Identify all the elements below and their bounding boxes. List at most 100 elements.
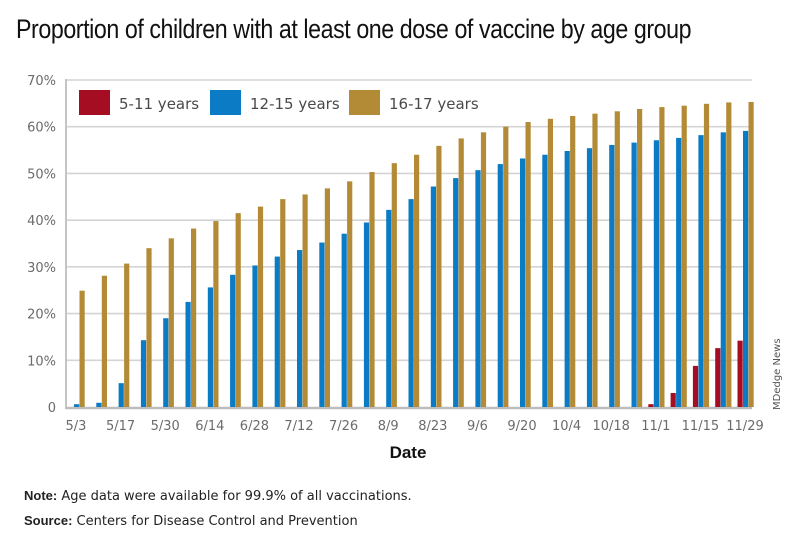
x-tick-label: 6/28 bbox=[240, 419, 269, 434]
bar-16-17 bbox=[614, 111, 620, 407]
bar-12-15 bbox=[386, 209, 392, 407]
bar-12-15 bbox=[564, 151, 570, 407]
x-tick-label: 8/23 bbox=[418, 419, 447, 434]
bar-16-17 bbox=[79, 290, 85, 407]
x-tick-label: 5/30 bbox=[151, 419, 180, 434]
x-tick-label: 11/1 bbox=[641, 419, 670, 434]
legend-swatch bbox=[210, 90, 241, 115]
legend-label: 16-17 years bbox=[389, 95, 479, 113]
bar-5-11 bbox=[648, 404, 654, 407]
legend-swatch bbox=[349, 90, 380, 115]
bar-12-15 bbox=[118, 383, 124, 407]
bars bbox=[74, 101, 754, 408]
x-tick-label: 8/9 bbox=[378, 419, 399, 434]
bar-16-17 bbox=[213, 221, 219, 407]
bar-16-17 bbox=[503, 126, 509, 407]
bar-16-17 bbox=[480, 132, 487, 407]
y-tick-label: 30% bbox=[27, 261, 56, 276]
x-tick-label: 5/3 bbox=[66, 419, 87, 434]
x-tick-label: 11/15 bbox=[682, 419, 719, 434]
legend-label: 5-11 years bbox=[119, 95, 199, 113]
x-tick-label: 9/6 bbox=[467, 419, 488, 434]
x-tick-label: 11/29 bbox=[726, 419, 763, 434]
bar-12-15 bbox=[140, 340, 147, 407]
bar-16-17 bbox=[257, 206, 264, 407]
y-tick-label: 40% bbox=[27, 214, 56, 229]
bar-12-15 bbox=[609, 144, 615, 407]
bar-12-15 bbox=[230, 274, 236, 407]
bar-12-15 bbox=[542, 154, 548, 407]
bar-12-15 bbox=[297, 250, 303, 407]
bar-16-17 bbox=[191, 228, 197, 407]
bar-16-17 bbox=[235, 213, 241, 407]
bar-12-15 bbox=[743, 130, 749, 407]
x-tick-label: 6/14 bbox=[195, 419, 224, 434]
source-text: Centers for Disease Control and Preventi… bbox=[72, 514, 358, 529]
bar-16-17 bbox=[681, 105, 687, 407]
x-tick-label: 5/17 bbox=[106, 419, 135, 434]
chart-title: Proportion of children with at least one… bbox=[16, 14, 692, 44]
bar-16-17 bbox=[458, 138, 464, 407]
y-axis-ticks: 0 10% 20% 30% 40% 50% 60% 70% bbox=[27, 74, 56, 416]
source: Source: Centers for Disease Control and … bbox=[24, 513, 412, 532]
legend-swatch bbox=[79, 90, 110, 115]
bar-16-17 bbox=[436, 145, 442, 408]
bar-12-15 bbox=[720, 132, 726, 407]
legend-item: 12-15 years bbox=[210, 90, 340, 115]
bar-16-17 bbox=[570, 115, 576, 407]
y-tick-label: 60% bbox=[27, 121, 56, 136]
x-tick-label: 10/4 bbox=[552, 419, 581, 434]
x-axis-label: Date bbox=[390, 443, 427, 462]
legend-item: 16-17 years bbox=[349, 90, 479, 115]
bar-16-17 bbox=[146, 248, 152, 407]
note-label: Note: bbox=[24, 488, 58, 503]
bar-16-17 bbox=[168, 238, 174, 407]
bar-16-17 bbox=[101, 275, 107, 407]
x-tick-label: 10/18 bbox=[592, 419, 629, 434]
bar-16-17 bbox=[547, 118, 553, 407]
y-tick-label: 50% bbox=[27, 167, 56, 182]
footer: Note: Age data were available for 99.9% … bbox=[24, 488, 412, 538]
bar-12-15 bbox=[363, 222, 370, 407]
bar-16-17 bbox=[637, 108, 643, 407]
bar-16-17 bbox=[726, 102, 732, 408]
bar-12-15 bbox=[341, 233, 347, 407]
bar-12-15 bbox=[74, 404, 80, 407]
bar-16-17 bbox=[391, 163, 397, 407]
bar-16-17 bbox=[703, 103, 710, 408]
bar-12-15 bbox=[96, 402, 102, 407]
x-tick-label: 7/26 bbox=[329, 419, 358, 434]
bar-12-15 bbox=[475, 170, 481, 407]
x-axis-ticks: 5/3 5/17 5/30 6/14 6/28 7/12 7/26 8/9 8/23 9/6 9/2… bbox=[66, 419, 764, 434]
bar-16-17 bbox=[302, 194, 308, 407]
x-tick-label: 9/20 bbox=[507, 419, 536, 434]
bar-5-11 bbox=[715, 348, 721, 407]
bar-12-15 bbox=[163, 318, 169, 407]
legend-item: 5-11 years bbox=[79, 90, 199, 115]
bar-12-15 bbox=[430, 186, 436, 407]
bar-12-15 bbox=[698, 135, 704, 407]
bar-16-17 bbox=[280, 199, 286, 407]
bar-16-17 bbox=[748, 101, 754, 407]
bar-12-15 bbox=[631, 142, 637, 407]
bar-16-17 bbox=[347, 181, 353, 407]
credit-text: MDedge News bbox=[772, 338, 783, 410]
bar-16-17 bbox=[324, 188, 330, 407]
bar-5-11 bbox=[692, 365, 699, 407]
bar-5-11 bbox=[670, 392, 676, 407]
bar-12-15 bbox=[408, 199, 414, 407]
bar-12-15 bbox=[207, 287, 213, 407]
bar-12-15 bbox=[497, 164, 503, 407]
y-tick-label: 70% bbox=[27, 74, 56, 89]
bar-16-17 bbox=[124, 263, 130, 407]
bar-16-17 bbox=[592, 113, 598, 408]
x-tick-label: 7/12 bbox=[284, 419, 313, 434]
bar-12-15 bbox=[453, 178, 459, 407]
legend-label: 12-15 years bbox=[250, 95, 340, 113]
note: Note: Age data were available for 99.9% … bbox=[24, 488, 412, 507]
source-label: Source: bbox=[24, 513, 73, 528]
bar-12-15 bbox=[185, 301, 191, 407]
bar-12-15 bbox=[274, 256, 280, 407]
note-text: Age data were available for 99.9% of all… bbox=[57, 489, 412, 504]
